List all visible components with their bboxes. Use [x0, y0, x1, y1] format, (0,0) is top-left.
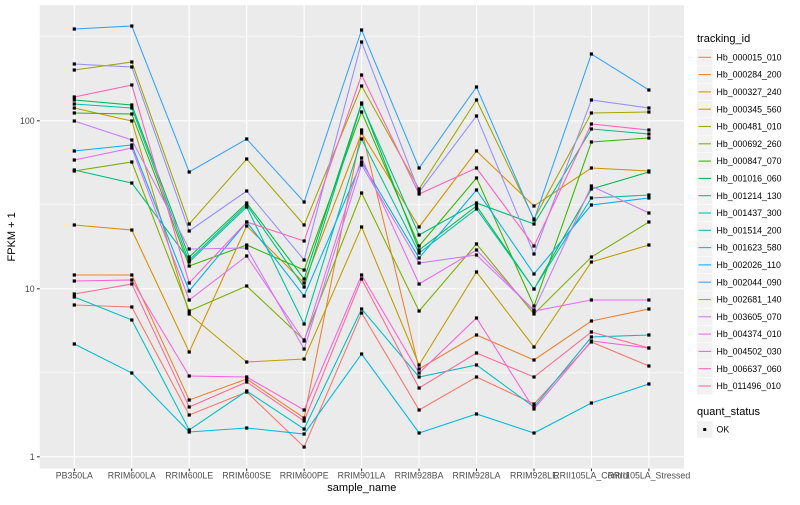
svg-text:100: 100 [20, 116, 35, 126]
svg-text:RRIM928BA: RRIM928BA [395, 470, 444, 480]
svg-text:PB350LA: PB350LA [56, 470, 93, 480]
svg-text:Hb_000481_010: Hb_000481_010 [717, 122, 782, 132]
svg-text:RRIM928LA: RRIM928LA [453, 470, 501, 480]
svg-text:Hb_004374_010: Hb_004374_010 [717, 329, 782, 339]
svg-text:Hb_006637_060: Hb_006637_060 [717, 364, 782, 374]
svg-text:RRIM928LE: RRIM928LE [510, 470, 558, 480]
svg-text:RRIM901LA: RRIM901LA [338, 470, 386, 480]
svg-text:Hb_003605_070: Hb_003605_070 [717, 312, 782, 322]
svg-text:RRIM600SE: RRIM600SE [222, 470, 271, 480]
svg-text:RRII105LA_Stressed: RRII105LA_Stressed [608, 470, 691, 480]
svg-text:10: 10 [25, 284, 35, 294]
svg-text:Hb_000692_260: Hb_000692_260 [717, 139, 782, 149]
svg-text:Hb_000345_560: Hb_000345_560 [717, 104, 782, 114]
svg-text:RRII105LA_Control: RRII105LA_Control [553, 470, 629, 480]
svg-text:1: 1 [30, 452, 35, 462]
svg-text:Hb_001016_060: Hb_001016_060 [717, 174, 782, 184]
svg-text:tracking_id: tracking_id [697, 33, 750, 45]
svg-text:RRIM600LA: RRIM600LA [108, 470, 156, 480]
svg-text:FPKM + 1: FPKM + 1 [6, 212, 18, 261]
svg-text:RRIM600LE: RRIM600LE [165, 470, 213, 480]
svg-text:Hb_001437_300: Hb_001437_300 [717, 208, 782, 218]
svg-text:Hb_001623_580: Hb_001623_580 [717, 243, 782, 253]
svg-text:OK: OK [717, 425, 730, 435]
svg-text:Hb_000847_070: Hb_000847_070 [717, 156, 782, 166]
svg-text:Hb_004502_030: Hb_004502_030 [717, 347, 782, 357]
svg-text:Hb_002026_110: Hb_002026_110 [717, 260, 782, 270]
svg-text:quant_status: quant_status [697, 406, 760, 418]
svg-text:Hb_002044_090: Hb_002044_090 [717, 277, 782, 287]
svg-text:Hb_002681_140: Hb_002681_140 [717, 295, 782, 305]
svg-text:Hb_000015_010: Hb_000015_010 [717, 52, 782, 62]
svg-text:sample_name: sample_name [327, 482, 396, 494]
svg-text:Hb_000327_240: Hb_000327_240 [717, 87, 782, 97]
svg-text:Hb_000284_200: Hb_000284_200 [717, 70, 782, 80]
svg-text:Hb_011496_010: Hb_011496_010 [717, 381, 782, 391]
svg-text:Hb_001214_130: Hb_001214_130 [717, 191, 782, 201]
svg-text:Hb_001514_200: Hb_001514_200 [717, 225, 782, 235]
svg-text:RRIM600PE: RRIM600PE [280, 470, 329, 480]
